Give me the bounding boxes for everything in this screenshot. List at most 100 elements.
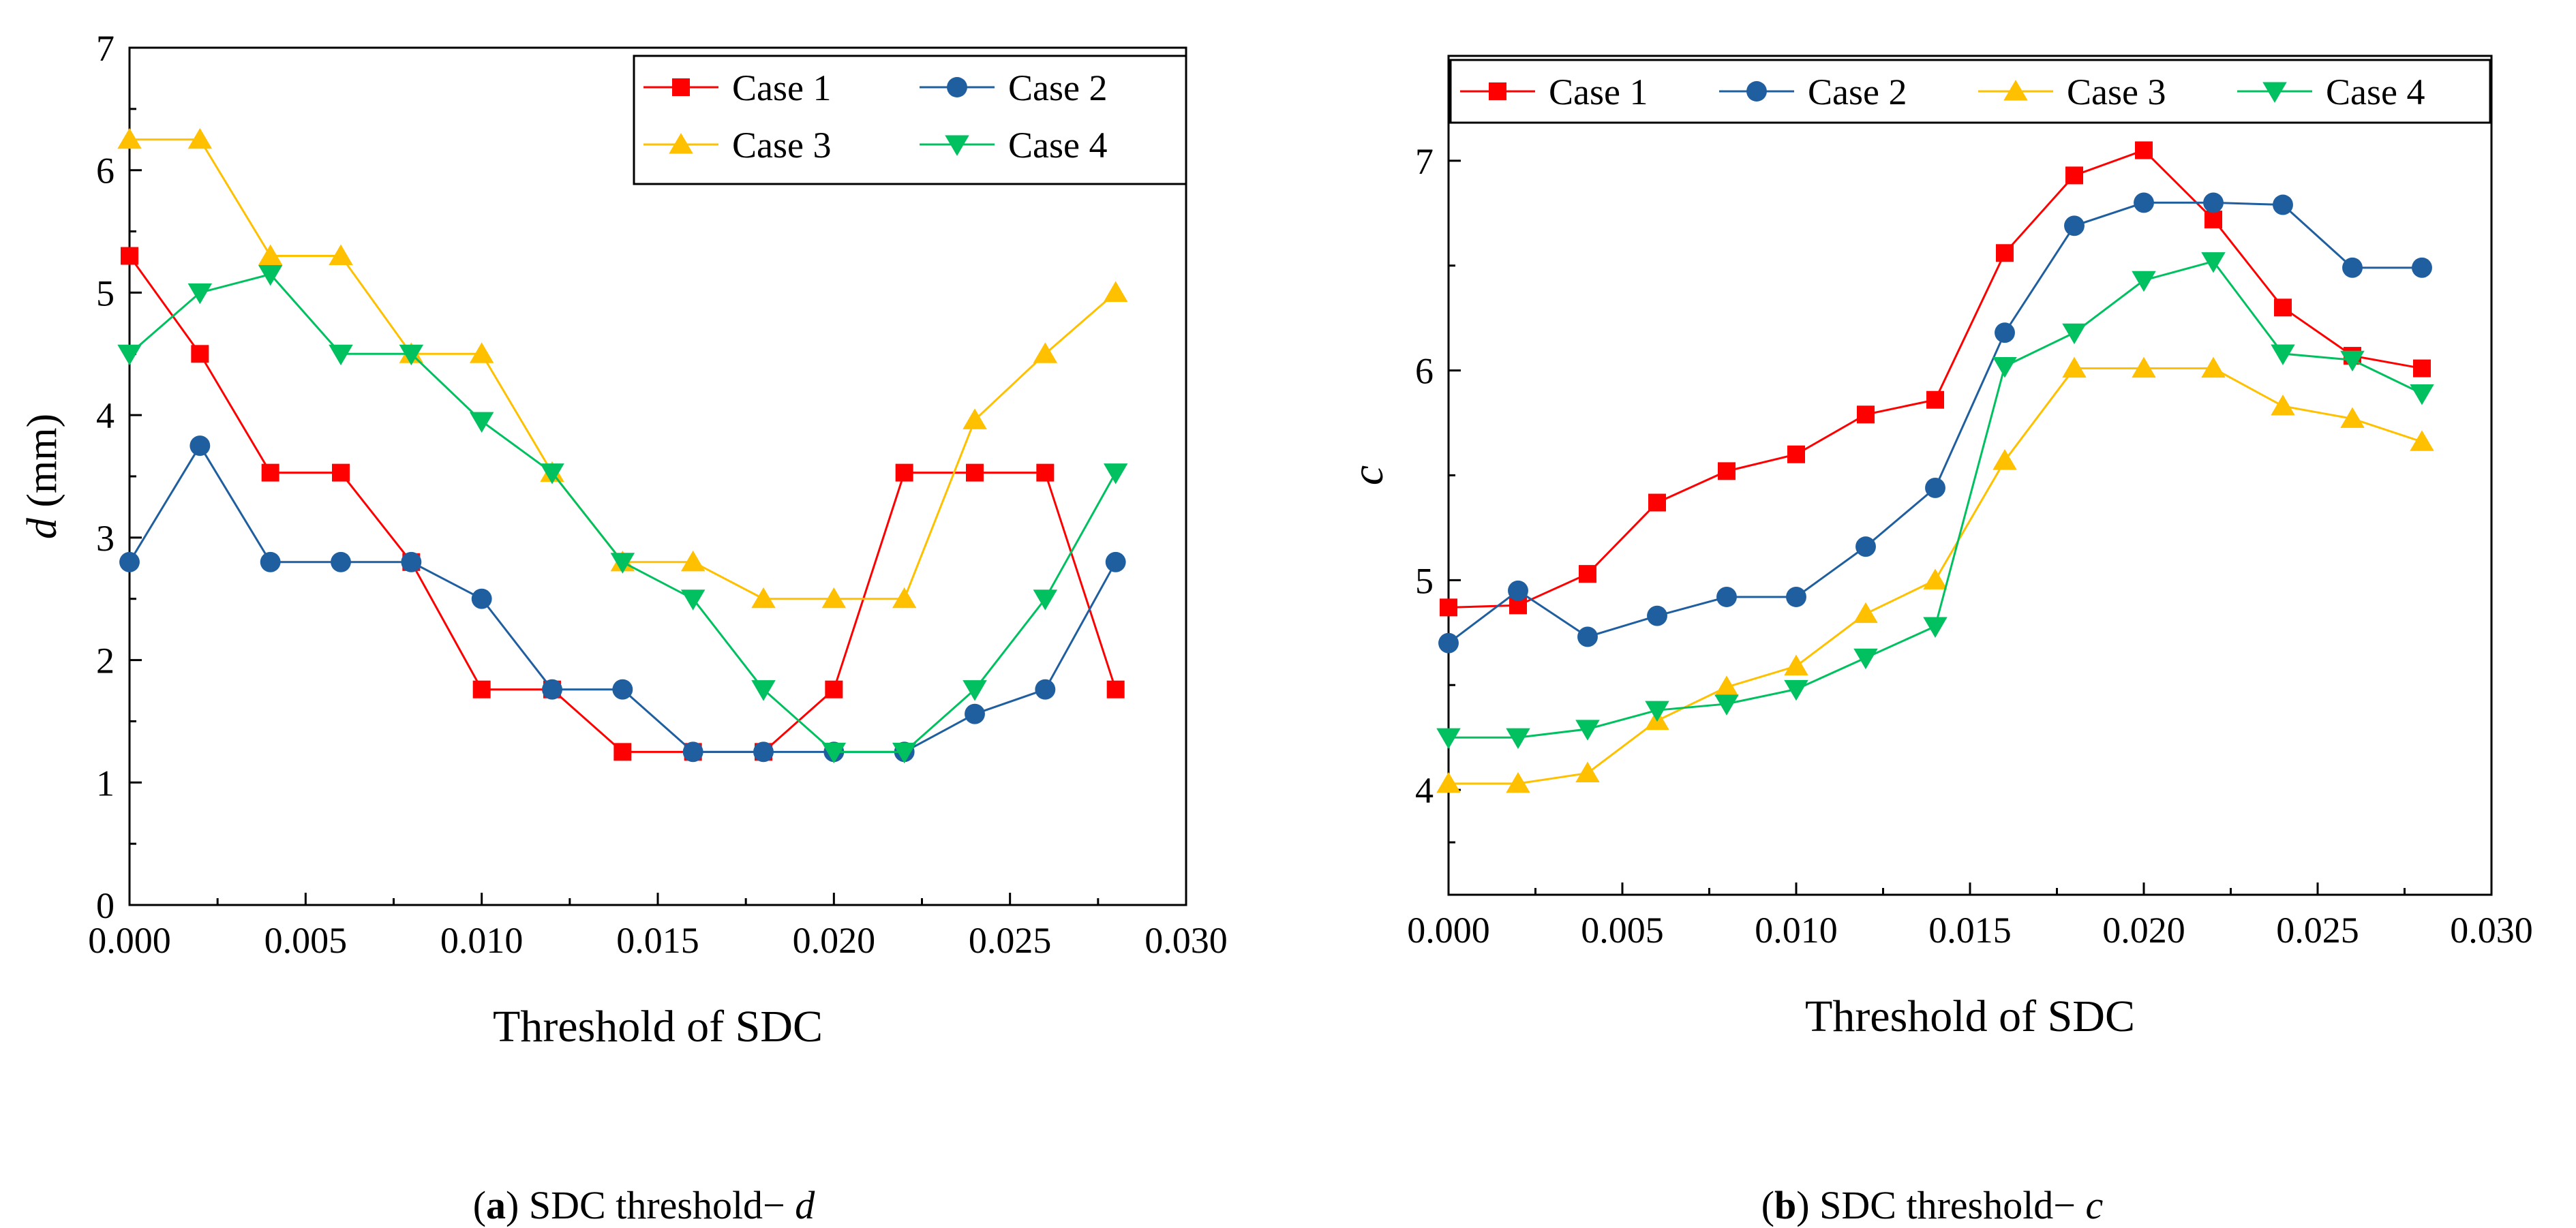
series-line-a-2 [128,444,1117,753]
data-point-a-1 [966,463,984,482]
legend-item-a-2: Case 2 [920,67,1107,108]
x-axis-label-b: Threshold of SDC [1805,992,2135,1041]
data-point-b-1 [1787,445,1805,463]
data-point-b-2 [1577,626,1598,647]
data-point-a-4 [751,680,776,701]
x-tick-label-a: 0.000 [88,920,171,961]
data-point-a-3 [329,244,353,266]
y-tick-label-a: 7 [96,28,115,69]
legend-marker-b-2 [1746,81,1767,102]
y-tick-label-a: 6 [96,151,115,191]
legend-marker-a-4 [945,135,969,156]
data-point-a-3 [469,342,494,363]
x-tick-label-b: 0.010 [1755,910,1838,951]
data-point-a-4 [1103,463,1128,485]
chart-panel-b: 0.000 0.005 0.010 0.015 0.020 0.025 0.030 4 5 6 7 T… [1288,0,2576,1227]
x-tick-label-a: 0.010 [440,920,524,961]
y-tick-label-a: 3 [96,518,115,559]
y-tick-label-b: 7 [1415,141,1434,182]
x-tick-label-a: 0.015 [616,920,699,961]
data-point-a-4 [963,680,987,701]
data-point-a-2 [401,551,422,572]
legend-marker-b-3 [2003,80,2028,101]
y-axis-label-unit-a: (mm) [19,414,65,518]
data-point-b-2 [1716,587,1737,607]
caption-b-label: b [1774,1183,1797,1227]
data-point-b-3 [2201,356,2226,378]
data-point-b-4 [1923,617,1948,638]
data-point-b-3 [2271,395,2295,416]
data-point-b-3 [1992,449,2017,470]
legend-a: Case 1 Case 2 Case 3 Case 4 [633,55,1187,185]
data-point-b-3 [1506,771,1530,793]
legend-box-a [633,55,1187,185]
data-point-a-3 [117,127,142,149]
series-a-2 [119,435,1126,763]
legend-label-b-1: Case 1 [1549,72,1648,112]
caption-a-label: a [486,1183,506,1227]
x-tick-label-a: 0.030 [1145,920,1228,961]
x-tick-label-b: 0.020 [2102,910,2185,951]
y-tick-label-a: 1 [96,763,115,803]
legend-label-b-2: Case 2 [1808,72,1907,112]
legend-marker-a-1 [672,78,690,96]
series-line-a-3 [130,138,1117,600]
data-point-a-3 [1033,342,1058,363]
legend-label-a-4: Case 4 [1008,125,1107,166]
legend-label-a-2: Case 2 [1008,67,1107,108]
data-point-b-4 [1784,679,1808,701]
data-point-b-2 [2203,192,2224,213]
data-point-b-1 [1718,462,1736,480]
data-point-a-4 [540,463,564,485]
series-a-3 [117,127,1128,609]
series-a-4 [117,264,1128,764]
chart-panel-a: 0.000 0.005 0.010 0.015 0.020 0.025 0.030 0 1 2 3 4… [0,0,1288,1227]
x-axis-label-a: Threshold of SDC [493,1002,823,1052]
data-point-a-1 [121,247,138,265]
legend-b: Case 1 Case 2 Case 3 Case 4 [1449,59,2491,124]
data-point-a-2 [119,551,140,572]
data-point-b-1 [1926,390,1944,409]
x-tick-label-b: 0.005 [1581,910,1664,951]
data-point-a-1 [1036,463,1055,482]
legend-label-b-3: Case 3 [2067,72,2166,112]
data-point-b-1 [2274,298,2292,317]
data-point-b-4 [1436,728,1461,750]
legend-item-b-1: Case 1 [1460,72,1648,112]
data-point-a-1 [191,345,209,363]
data-point-a-2 [471,588,492,609]
data-point-b-3 [2062,356,2087,378]
data-point-a-2 [753,741,774,763]
chart-b-svg: 0.000 0.005 0.010 0.015 0.020 0.025 0.030 4 5 6 7 T… [1343,55,2533,1041]
data-point-b-4 [2201,252,2226,273]
data-point-a-4 [469,412,494,433]
data-point-a-3 [963,408,987,429]
data-point-b-2 [1647,605,1667,626]
data-point-a-1 [332,463,350,482]
data-point-a-2 [682,741,703,763]
data-point-a-2 [542,679,562,700]
caption-b: (b) SDC threshold− c [1761,1183,2104,1227]
data-point-a-4 [258,264,283,286]
data-point-a-4 [329,344,353,366]
data-point-a-2 [260,551,281,572]
y-tick-label-b: 5 [1415,560,1434,601]
data-point-a-3 [258,244,283,266]
data-point-b-4 [2062,323,2087,345]
data-point-b-1 [1857,405,1875,424]
series-b-1 [1440,141,2431,617]
legend-item-a-4: Case 4 [920,125,1107,166]
data-point-a-2 [965,703,985,724]
data-point-b-2 [1438,632,1459,654]
caption-a-symbol: d [795,1183,815,1227]
data-point-b-4 [2132,271,2156,292]
data-point-a-2 [1035,679,1056,700]
data-point-b-1 [1648,493,1666,512]
legend-item-b-3: Case 3 [1978,72,2166,112]
data-point-a-3 [680,550,706,572]
data-point-b-2 [1995,322,2015,343]
legend-marker-b-1 [1489,82,1506,100]
series-line-b-1 [1448,149,2423,609]
caption-b-symbol: c [2085,1183,2104,1227]
y-tick-label-b: 6 [1415,351,1434,392]
